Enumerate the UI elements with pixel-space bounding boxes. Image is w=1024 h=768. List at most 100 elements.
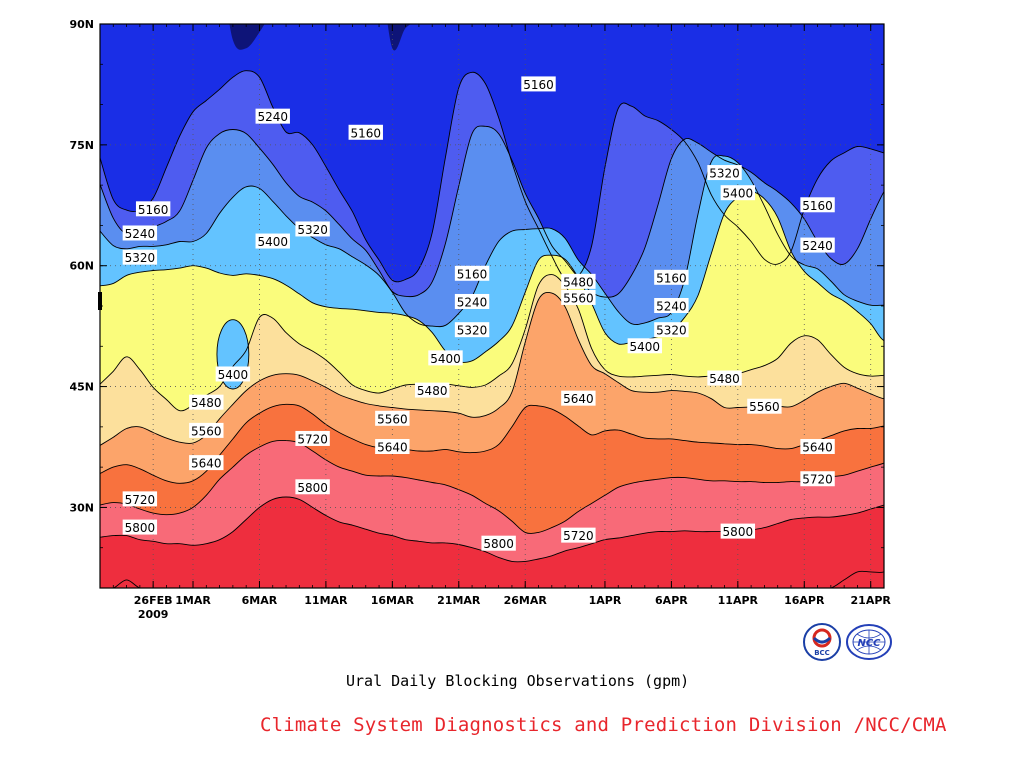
contour-label-bg	[720, 185, 756, 201]
bcc-logo: BCC	[802, 622, 842, 667]
contour-label: 5240	[257, 110, 288, 124]
x-tick-label: 21APR	[851, 594, 892, 607]
chart-subtitle: Ural Daily Blocking Observations (gpm)	[346, 672, 690, 690]
svg-text:BCC: BCC	[814, 649, 830, 657]
contour-label: 5160	[656, 271, 687, 285]
height-chart: 5160 5240 5320 5240 5160 5320 5400 5400 5480 5560…	[69, 18, 892, 621]
contour-label-bg	[122, 491, 158, 507]
contour-label: 5800	[125, 521, 156, 535]
contour-5160	[100, 70, 884, 283]
contour-label: 5400	[257, 235, 288, 249]
y-tick-label: 45N	[69, 381, 94, 394]
contour-label-bg	[561, 289, 596, 305]
x-tick-label: 1MAR	[175, 594, 211, 607]
contour-label-bg	[654, 322, 689, 338]
ncc-logo: NCC	[844, 622, 894, 667]
closed-contour-line	[216, 319, 250, 390]
contour-label-bg	[428, 350, 463, 366]
contour-label: 5560	[749, 400, 780, 414]
contour-label: 5160	[457, 267, 488, 281]
contour-label-bg	[189, 394, 224, 410]
contour-label: 5240	[802, 239, 833, 253]
contour-label-bg	[348, 124, 383, 140]
contour-label-bg	[707, 370, 742, 386]
contour-5240	[100, 125, 884, 298]
x-tick-label: 16MAR	[371, 594, 415, 607]
contour-lines	[100, 70, 884, 588]
contour-label-bg	[454, 293, 490, 309]
contour-label-bg	[707, 165, 742, 181]
x-tick-label: 11APR	[718, 594, 759, 607]
contour-label: 5720	[297, 432, 328, 446]
contour-label-bg	[747, 398, 782, 414]
contour-label-bg	[295, 479, 330, 495]
contour-label-bg	[215, 366, 251, 382]
x-tick-label: 26FEB	[134, 594, 173, 607]
contour-label: 5400	[430, 352, 461, 366]
contour-label-bg	[561, 527, 596, 543]
contour-label-bg	[800, 197, 835, 213]
contour-label: 5320	[457, 324, 488, 338]
contour-label: 5160	[523, 78, 554, 92]
contour-label: 5560	[563, 291, 594, 305]
contour-label-bg	[521, 76, 556, 92]
contour-label: 5240	[457, 295, 488, 309]
contour-label: 5240	[656, 300, 687, 314]
x-tick-label: 6APR	[655, 594, 688, 607]
contour-label-bg	[122, 519, 158, 535]
x-tick-label: 16APR	[784, 594, 825, 607]
contour-label: 5160	[138, 203, 169, 217]
x-tick-label: 6MAR	[242, 594, 278, 607]
contour-label: 5640	[377, 441, 408, 455]
contour-label-bg	[654, 298, 689, 313]
contour-label-bg	[454, 265, 490, 281]
contour-label-bg	[375, 410, 410, 426]
y-tick-label: 60N	[69, 260, 94, 273]
contour-label-bg	[189, 422, 224, 438]
y-tick-label: 75N	[69, 139, 94, 152]
contour-label: 5160	[350, 126, 381, 140]
contour-label: 5240	[125, 227, 156, 241]
contour-label-bg	[800, 237, 835, 253]
contour-label-bg	[255, 108, 290, 124]
contour-label: 5480	[191, 396, 222, 410]
contour-label-bg	[561, 390, 596, 406]
contour-label: 5800	[483, 537, 514, 551]
contour-label: 5560	[377, 412, 408, 426]
x-tick-label: 1APR	[589, 594, 622, 607]
contour-label: 5560	[191, 424, 222, 438]
contour-label: 5320	[125, 251, 156, 265]
contour-5400	[100, 191, 884, 363]
contour-label: 5640	[191, 457, 222, 471]
contour-label-bg	[654, 269, 689, 285]
contour-label-bg	[295, 221, 330, 237]
contour-5640	[100, 403, 884, 484]
contour-label-bg	[561, 273, 596, 289]
contour-label-bg	[122, 225, 158, 241]
band-below-5800	[100, 497, 884, 588]
contour-label: 5800	[723, 525, 754, 539]
contour-label-bg	[122, 249, 158, 265]
contour-labels: 5160 5240 5320 5240 5160 5320 5400 5400 5480 5560…	[122, 76, 835, 551]
contour-label-bg	[375, 439, 410, 454]
contour-label-bg	[454, 322, 490, 338]
contour-label-bg	[255, 233, 290, 249]
x-tick-label: 11MAR	[304, 594, 348, 607]
contour-label: 5480	[417, 384, 448, 398]
contour-label: 5480	[709, 372, 740, 386]
contour-label: 5320	[297, 223, 328, 237]
contour-label: 5400	[723, 187, 754, 201]
left-edge-marker	[98, 292, 102, 310]
contour-label-bg	[800, 471, 835, 487]
contour-5720	[100, 439, 884, 534]
contour-label: 5400	[218, 368, 249, 382]
contour-label: 5400	[630, 340, 661, 354]
contour-label-bg	[189, 455, 224, 471]
contour-label: 5160	[802, 199, 833, 213]
contour-label-bg	[800, 439, 835, 454]
contour-label: 5720	[125, 493, 156, 507]
contour-label: 5320	[656, 324, 687, 338]
y-tick-label: 90N	[69, 18, 94, 31]
contour-label-bg	[627, 338, 663, 354]
